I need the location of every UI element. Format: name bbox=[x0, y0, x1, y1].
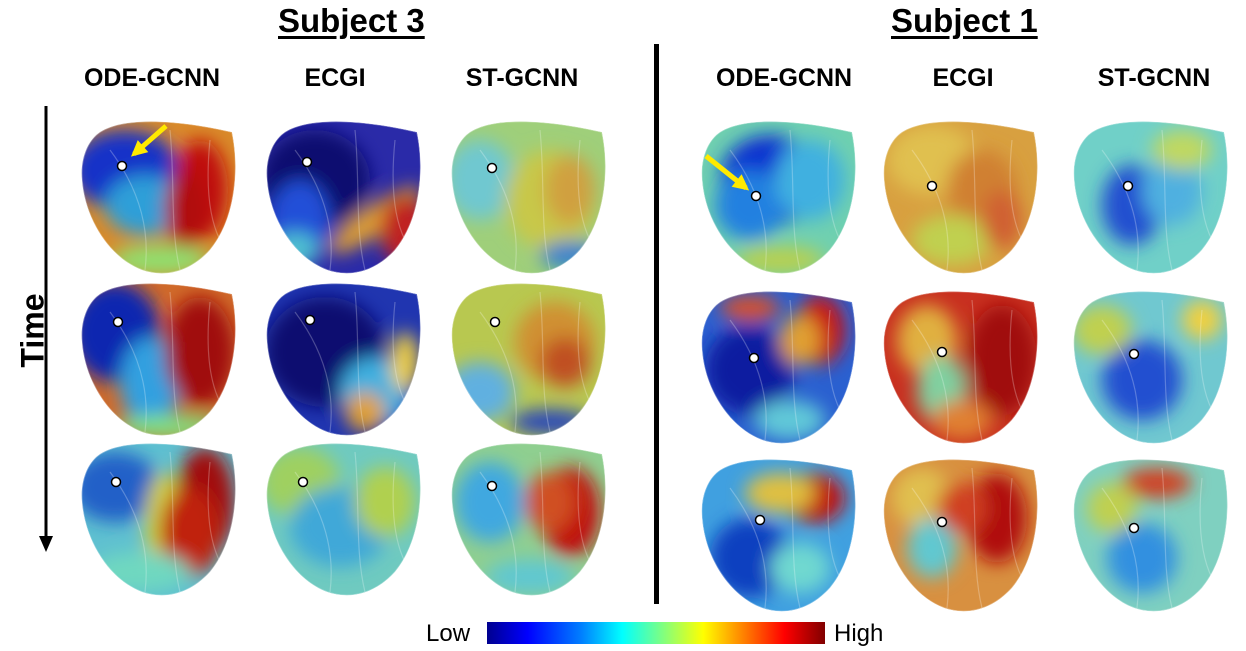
heart-s1-ecgi-t2-graphic bbox=[882, 290, 1039, 445]
time-arrow-icon bbox=[39, 106, 53, 552]
heart-s3-ecgi-t1-graphic bbox=[265, 120, 422, 275]
subject-divider bbox=[654, 44, 659, 604]
heart-s3-ode-gcnn-t1 bbox=[70, 110, 250, 280]
pacing-site-marker bbox=[1128, 348, 1140, 360]
heart-s3-st-gcnn-t3-graphic bbox=[450, 442, 607, 597]
heart-s3-ecgi-t2 bbox=[255, 272, 435, 442]
pacing-site-marker bbox=[936, 516, 948, 528]
heart-s3-ode-gcnn-t2-graphic bbox=[80, 282, 237, 437]
pacing-site-marker bbox=[110, 476, 122, 488]
pacing-site-marker bbox=[489, 316, 501, 328]
heart-s1-st-gcnn-t2-graphic bbox=[1072, 290, 1229, 445]
pacing-site-marker bbox=[750, 190, 762, 202]
heart-s3-ode-gcnn-t3-graphic bbox=[80, 442, 237, 597]
subject-1-title: Subject 1 bbox=[891, 2, 1038, 39]
pacing-site-marker bbox=[1122, 180, 1134, 192]
heart-s3-st-gcnn-t1 bbox=[440, 110, 620, 280]
colorbar-high-label: High bbox=[834, 620, 884, 647]
heart-s1-ode-gcnn-t3-graphic bbox=[700, 458, 857, 613]
pacing-site-marker bbox=[1128, 522, 1140, 534]
col-label-s3-st-gcnn: ST-GCNN bbox=[465, 64, 579, 92]
col-label-s1-ode-gcnn: ODE-GCNN bbox=[715, 64, 853, 92]
pacing-site-marker bbox=[304, 314, 316, 326]
heart-s1-st-gcnn-t1-graphic bbox=[1072, 120, 1229, 275]
pacing-site-marker bbox=[486, 162, 498, 174]
heart-s1-ecgi-t1-graphic bbox=[882, 120, 1039, 275]
col-label-s1-ecgi: ECGI bbox=[932, 64, 994, 92]
colorbar bbox=[487, 622, 825, 644]
pacing-site-marker bbox=[748, 352, 760, 364]
pacing-site-marker bbox=[754, 514, 766, 526]
heart-s3-ode-gcnn-t3 bbox=[70, 432, 250, 602]
heart-s1-st-gcnn-t3 bbox=[1062, 448, 1242, 618]
heart-s1-ecgi-t1 bbox=[872, 110, 1052, 280]
heart-s3-ecgi-t3-graphic bbox=[265, 442, 422, 597]
subject-3-title: Subject 3 bbox=[278, 2, 425, 39]
heart-s1-ecgi-t3-graphic bbox=[882, 458, 1039, 613]
heart-s3-st-gcnn-t2-graphic bbox=[450, 282, 607, 437]
heart-s1-st-gcnn-t2 bbox=[1062, 280, 1242, 450]
heart-s3-st-gcnn-t2 bbox=[440, 272, 620, 442]
heart-s1-st-gcnn-t1 bbox=[1062, 110, 1242, 280]
heart-s3-ode-gcnn-t1-graphic bbox=[80, 120, 237, 275]
heart-s1-ode-gcnn-t2 bbox=[690, 280, 870, 450]
heart-s1-ecgi-t2 bbox=[872, 280, 1052, 450]
heart-s3-ode-gcnn-t2 bbox=[70, 272, 250, 442]
pacing-site-marker bbox=[297, 476, 309, 488]
heart-s3-ecgi-t3 bbox=[255, 432, 435, 602]
heart-s3-ecgi-t2-graphic bbox=[265, 282, 422, 437]
colorbar-low-label: Low bbox=[426, 620, 471, 647]
col-label-s1-st-gcnn: ST-GCNN bbox=[1097, 64, 1211, 92]
pacing-site-marker bbox=[116, 160, 128, 172]
heart-s1-ode-gcnn-t3 bbox=[690, 448, 870, 618]
heart-s1-ecgi-t3 bbox=[872, 448, 1052, 618]
pacing-site-marker bbox=[936, 346, 948, 358]
heart-s1-ode-gcnn-t2-graphic bbox=[700, 290, 857, 445]
heart-s1-st-gcnn-t3-graphic bbox=[1072, 458, 1229, 613]
heart-s1-ode-gcnn-t1 bbox=[690, 110, 870, 280]
heart-s1-ode-gcnn-t1-graphic bbox=[700, 120, 857, 275]
pacing-site-marker bbox=[926, 180, 938, 192]
heart-s3-ecgi-t1 bbox=[255, 110, 435, 280]
col-label-s3-ode-gcnn: ODE-GCNN bbox=[83, 64, 221, 92]
heart-s3-st-gcnn-t1-graphic bbox=[450, 120, 607, 275]
pacing-site-marker bbox=[301, 156, 313, 168]
col-label-s3-ecgi: ECGI bbox=[304, 64, 366, 92]
heart-s3-st-gcnn-t3 bbox=[440, 432, 620, 602]
pacing-site-marker bbox=[486, 480, 498, 492]
pacing-site-marker bbox=[112, 316, 124, 328]
